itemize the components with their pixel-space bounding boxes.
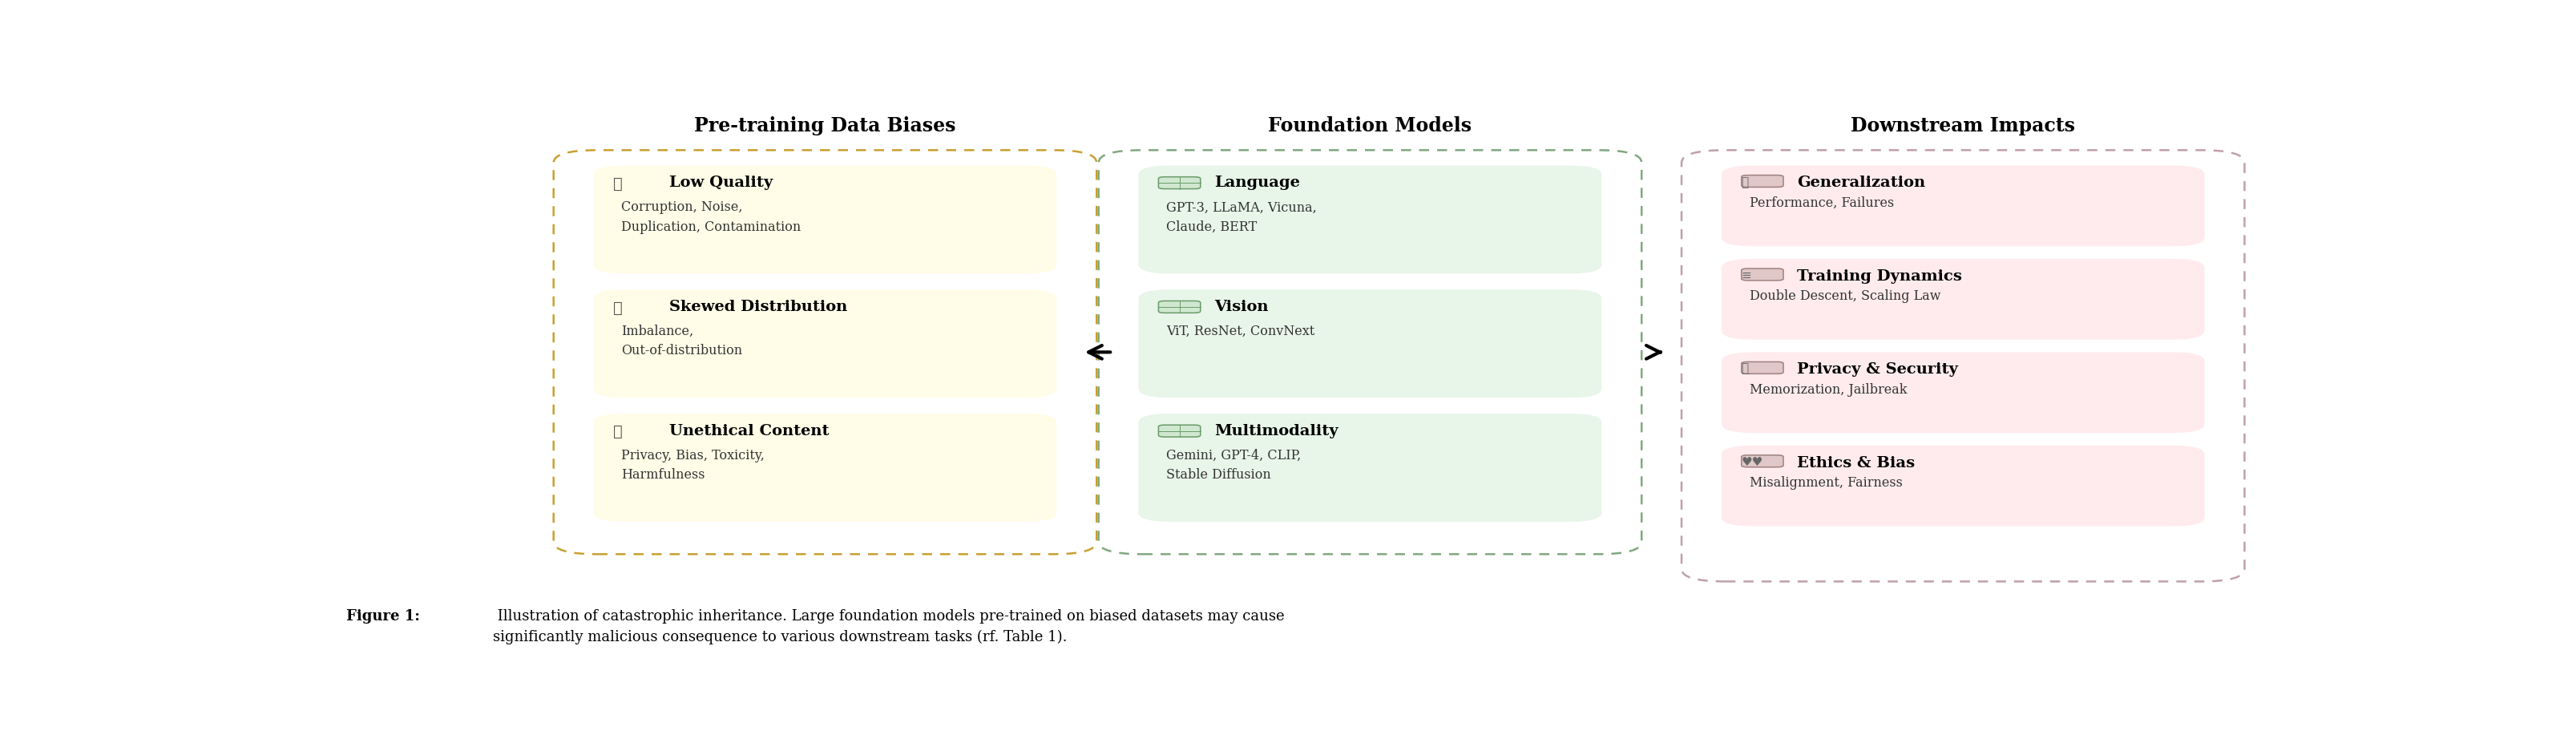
- FancyBboxPatch shape: [1139, 414, 1602, 522]
- FancyBboxPatch shape: [1741, 175, 1783, 187]
- FancyBboxPatch shape: [1159, 425, 1200, 437]
- Text: ⚙: ⚙: [613, 177, 623, 191]
- FancyBboxPatch shape: [592, 166, 1056, 273]
- Text: ♟: ♟: [613, 425, 623, 440]
- FancyBboxPatch shape: [1139, 290, 1602, 398]
- Text: GPT-3, LLaMA, Vicuna,
Claude, BERT: GPT-3, LLaMA, Vicuna, Claude, BERT: [1167, 201, 1316, 234]
- Text: Language: Language: [1213, 176, 1301, 190]
- FancyBboxPatch shape: [592, 290, 1056, 398]
- Text: Downstream Impacts: Downstream Impacts: [1850, 116, 2076, 135]
- FancyBboxPatch shape: [592, 414, 1056, 522]
- FancyBboxPatch shape: [1741, 362, 1783, 374]
- Text: Double Descent, Scaling Law: Double Descent, Scaling Law: [1749, 290, 1940, 303]
- Text: Privacy, Bias, Toxicity,
Harmfulness: Privacy, Bias, Toxicity, Harmfulness: [621, 449, 765, 482]
- Text: Foundation Models: Foundation Models: [1267, 116, 1471, 135]
- Text: Ethics & Bias: Ethics & Bias: [1798, 456, 1917, 470]
- FancyBboxPatch shape: [1721, 166, 2205, 246]
- Text: Pre-training Data Biases: Pre-training Data Biases: [696, 116, 956, 135]
- Text: Vision: Vision: [1213, 300, 1267, 314]
- FancyBboxPatch shape: [1159, 301, 1200, 313]
- Text: Corruption, Noise,
Duplication, Contamination: Corruption, Noise, Duplication, Contamin…: [621, 201, 801, 234]
- Text: Generalization: Generalization: [1798, 176, 1927, 190]
- FancyBboxPatch shape: [1741, 455, 1783, 467]
- Text: Unethical Content: Unethical Content: [670, 424, 829, 438]
- Text: ViT, ResNet, ConvNext: ViT, ResNet, ConvNext: [1167, 325, 1314, 338]
- Text: ♥♥: ♥♥: [1741, 457, 1765, 468]
- Text: Memorization, Jailbreak: Memorization, Jailbreak: [1749, 383, 1906, 397]
- Text: Illustration of catastrophic inheritance. Large foundation models pre-trained on: Illustration of catastrophic inheritance…: [492, 609, 1285, 644]
- Text: Performance, Failures: Performance, Failures: [1749, 197, 1893, 210]
- Text: ⛓: ⛓: [1741, 364, 1749, 375]
- FancyBboxPatch shape: [1721, 446, 2205, 526]
- Text: Gemini, GPT-4, CLIP,
Stable Diffusion: Gemini, GPT-4, CLIP, Stable Diffusion: [1167, 449, 1301, 482]
- FancyBboxPatch shape: [1721, 353, 2205, 433]
- Text: Imbalance,
Out-of-distribution: Imbalance, Out-of-distribution: [621, 325, 742, 358]
- Text: Figure 1:: Figure 1:: [345, 609, 420, 623]
- Text: ⚓: ⚓: [1741, 177, 1749, 188]
- Text: Skewed Distribution: Skewed Distribution: [670, 300, 848, 314]
- Text: Training Dynamics: Training Dynamics: [1798, 269, 1963, 284]
- Text: ≡: ≡: [1741, 270, 1752, 282]
- Text: Low Quality: Low Quality: [670, 176, 773, 190]
- FancyBboxPatch shape: [1139, 166, 1602, 273]
- Text: Multimodality: Multimodality: [1213, 424, 1340, 438]
- FancyBboxPatch shape: [1741, 268, 1783, 280]
- Text: Privacy & Security: Privacy & Security: [1798, 362, 1958, 377]
- Text: ⚖: ⚖: [613, 301, 623, 316]
- FancyBboxPatch shape: [1721, 259, 2205, 340]
- Text: Misalignment, Fairness: Misalignment, Fairness: [1749, 476, 1904, 490]
- FancyBboxPatch shape: [1159, 177, 1200, 189]
